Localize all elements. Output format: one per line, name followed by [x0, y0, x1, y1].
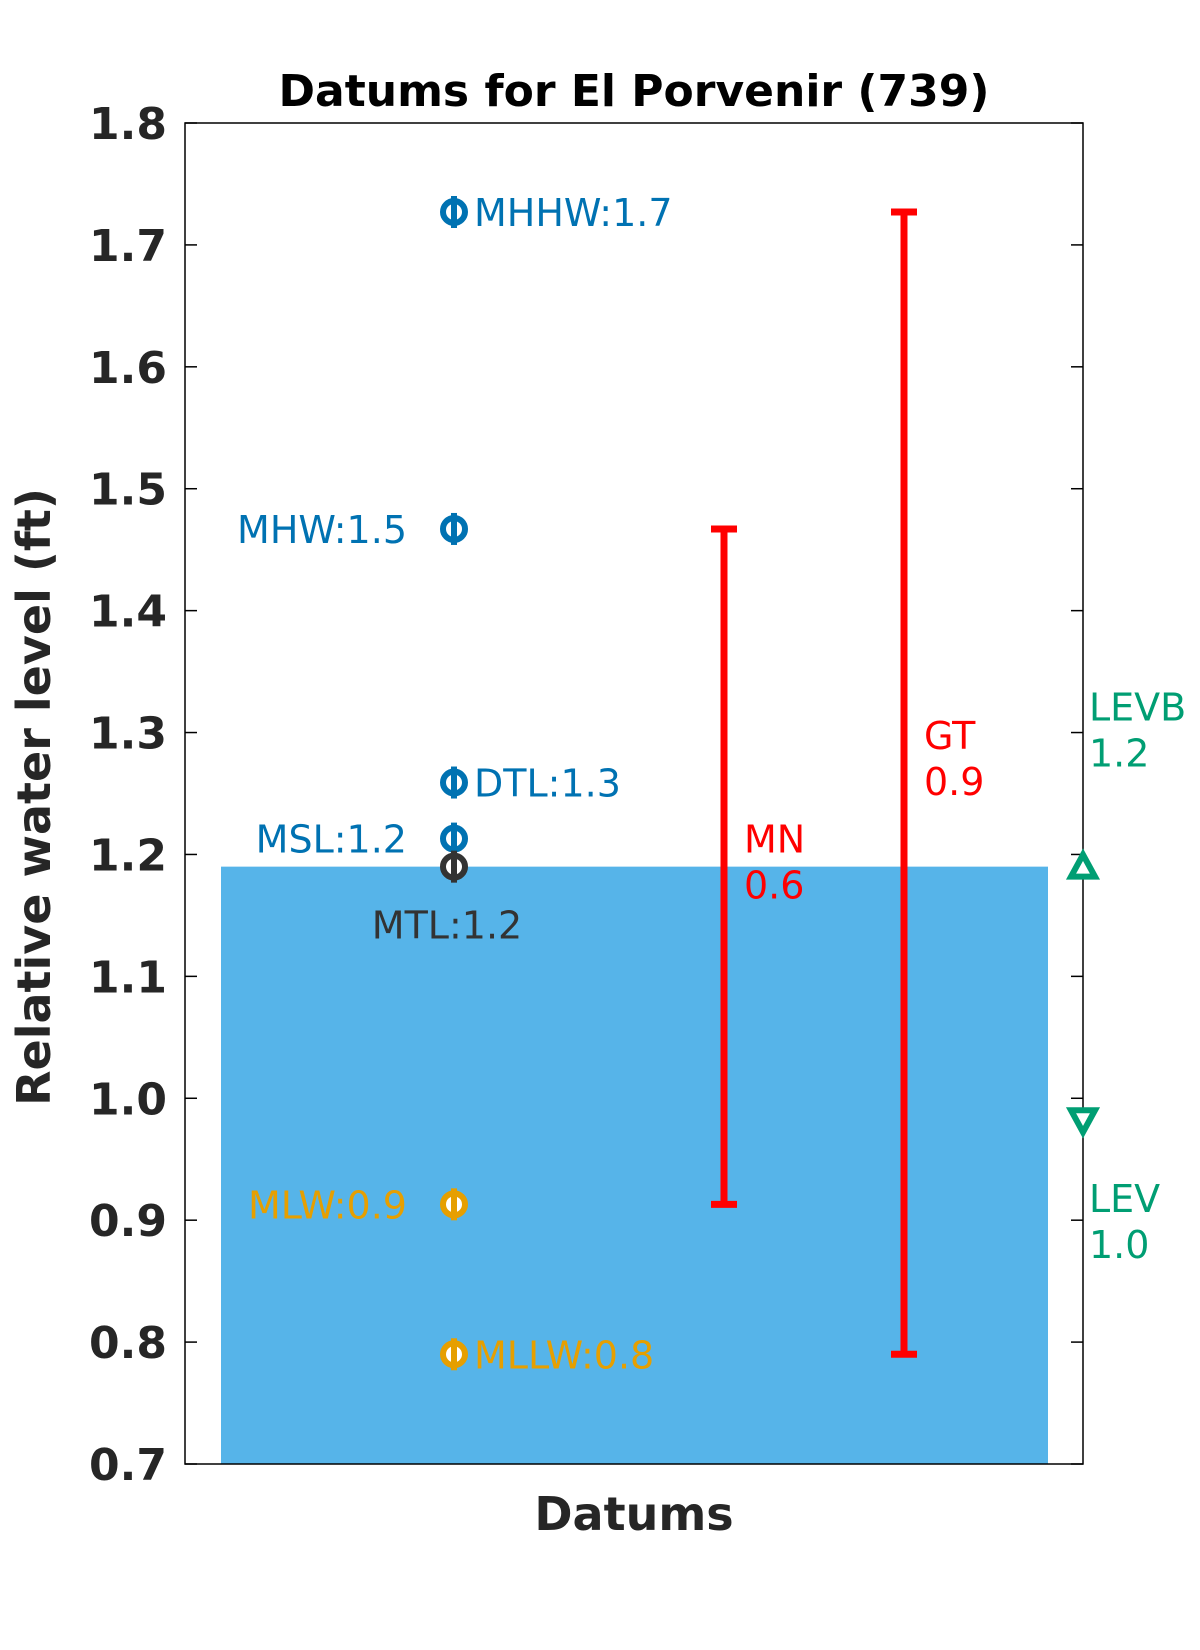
plot-area: 0.7 0.8 0.9 1.0 1.1 1.2 1.3 1.4 1.5 1.6 1.7 1.8 MHHW…	[89, 99, 1186, 1491]
datum-dtl: DTL:1.3	[440, 762, 621, 806]
datum-label-mlw: MLW:0.9	[248, 1183, 407, 1227]
y-tick-label: 0.7	[89, 1440, 167, 1491]
datum-label-mllw: MLLW:0.8	[474, 1333, 654, 1377]
datum-label-mhhw: MHHW:1.7	[474, 191, 673, 235]
datum-label-msl: MSL:1.2	[256, 818, 407, 862]
range-name-gt: GT	[924, 714, 976, 758]
datum-mllw: MLLW:0.8	[440, 1333, 654, 1377]
extreme-name-levb: LEVB	[1089, 685, 1186, 729]
y-tick-label: 0.8	[89, 1318, 167, 1369]
range-name-mn: MN	[744, 818, 805, 862]
y-tick-label: 1.6	[89, 343, 167, 394]
datum-label-dtl: DTL:1.3	[474, 762, 621, 806]
y-tick-label: 1.5	[89, 465, 167, 516]
datum-mhhw: MHHW:1.7	[440, 191, 673, 235]
datum-label-mhw: MHW:1.5	[237, 508, 407, 552]
datum-msl: MSL:1.2	[256, 818, 468, 862]
plot-frame	[184, 122, 1084, 1465]
extreme-marker-lev	[1065, 1107, 1101, 1139]
range-value-mn: 0.6	[744, 864, 804, 908]
extreme-value-levb: 1.2	[1089, 731, 1149, 775]
datum-mlw: MLW:0.9	[248, 1183, 468, 1227]
y-tick-label: 1.7	[89, 221, 167, 272]
datum-mtl: MTL:1.2	[372, 850, 522, 948]
extreme-value-lev: 1.0	[1089, 1223, 1149, 1267]
range-mn: MN0.6	[711, 525, 805, 1208]
y-tick-label: 1.8	[89, 99, 167, 150]
range-value-gt: 0.9	[924, 760, 984, 804]
y-tick-label: 1.3	[89, 709, 167, 760]
x-axis-label: Datums	[534, 1487, 733, 1541]
datum-mhw: MHW:1.5	[237, 508, 468, 552]
range-gt: GT0.9	[891, 208, 984, 1358]
datum-label-mtl: MTL:1.2	[372, 904, 522, 948]
extreme-marker-levb	[1065, 848, 1101, 880]
y-axis-label: Relative water level (ft)	[7, 488, 61, 1106]
y-tick-label: 1.4	[89, 587, 167, 638]
water-level-fill	[221, 866, 1048, 1464]
y-tick-label: 1.0	[89, 1074, 167, 1125]
chart-title: Datums for El Porvenir (739)	[279, 66, 990, 117]
y-tick-label: 1.1	[89, 952, 167, 1003]
extreme-name-lev: LEV	[1089, 1177, 1160, 1221]
y-tick-label: 0.9	[89, 1196, 167, 1247]
y-tick-label: 1.2	[89, 830, 167, 881]
